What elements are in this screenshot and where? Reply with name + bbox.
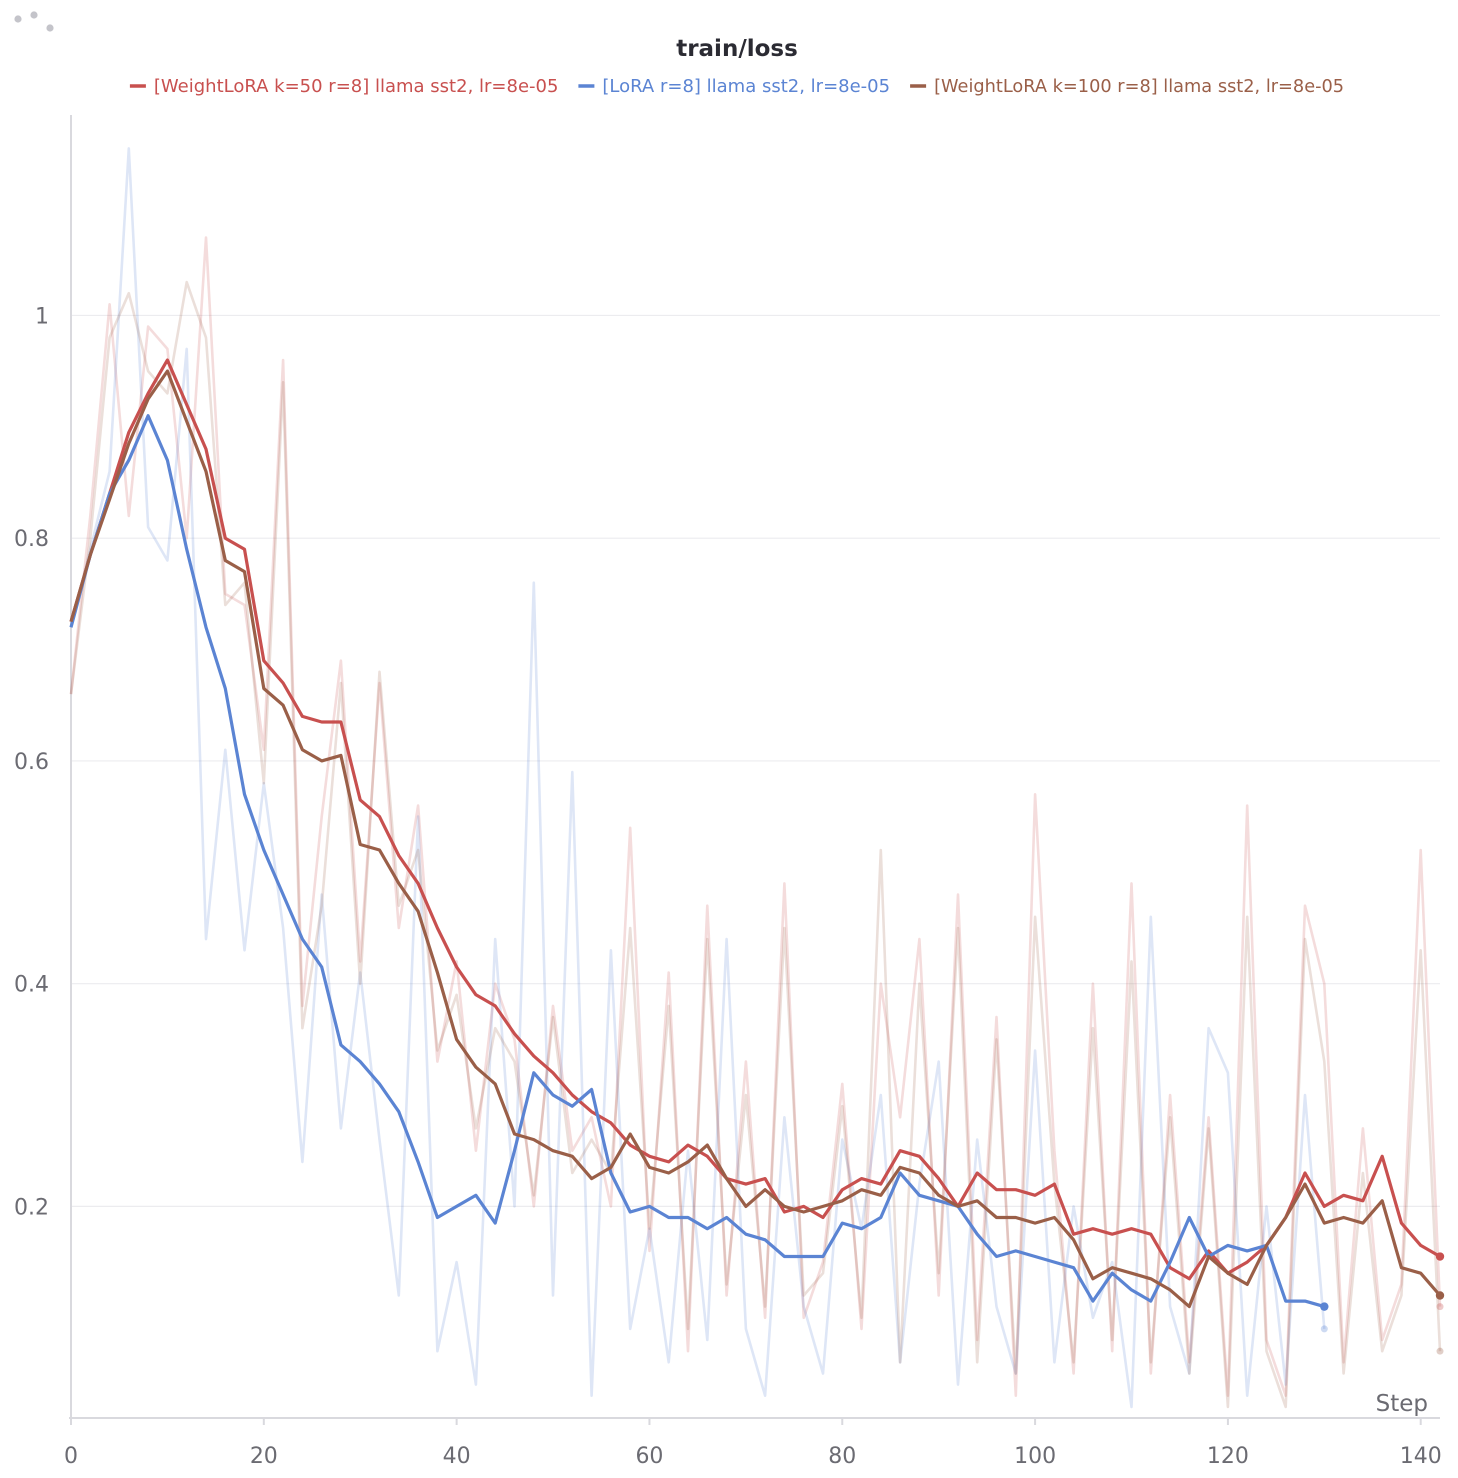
series-end-point bbox=[1435, 1291, 1445, 1300]
legend-label: [WeightLoRA k=50 r=8] llama sst2, lr=8e-… bbox=[154, 76, 559, 97]
y-tick-label: 0.6 bbox=[14, 750, 49, 775]
chart-title: train/loss bbox=[676, 36, 798, 62]
x-axis-label: Step bbox=[1376, 1391, 1428, 1417]
y-tick-label: 0.2 bbox=[14, 1195, 49, 1220]
legend-label: [WeightLoRA k=100 r=8] llama sst2, lr=8e… bbox=[934, 76, 1344, 97]
legend: [WeightLoRA k=50 r=8] llama sst2, lr=8e-… bbox=[129, 76, 1344, 97]
raw-series-end-point bbox=[1436, 1303, 1444, 1311]
x-tick-label: 20 bbox=[250, 1444, 278, 1469]
legend-item-3[interactable]: [WeightLoRA k=100 r=8] llama sst2, lr=8e… bbox=[910, 76, 1344, 97]
y-tick-label: 0.8 bbox=[14, 527, 49, 552]
y-tick-label: 0.4 bbox=[14, 973, 49, 998]
x-tick-label: 60 bbox=[635, 1444, 663, 1469]
series-end-point bbox=[1435, 1252, 1445, 1261]
x-tick-label: 100 bbox=[1014, 1444, 1056, 1469]
raw-series-end-point bbox=[1436, 1347, 1444, 1355]
tick-labels: 0.2 0.4 0.6 0.8 1 0 20 40 60 80 100 120 140 bbox=[14, 304, 1442, 1469]
raw-series-line-3 bbox=[69, 280, 1442, 1409]
legend-item-2[interactable]: [LoRA r=8] llama sst2, lr=8e-05 bbox=[578, 76, 890, 97]
raw-lines bbox=[69, 147, 1444, 1409]
legend-label: [LoRA r=8] llama sst2, lr=8e-05 bbox=[602, 76, 890, 97]
raw-series-end-point bbox=[1320, 1325, 1328, 1333]
x-tick-label: 140 bbox=[1400, 1444, 1442, 1469]
smoothed-lines bbox=[69, 358, 1445, 1311]
series-end-point bbox=[1320, 1302, 1329, 1311]
grid bbox=[71, 314, 1440, 1208]
x-tick-label: 120 bbox=[1207, 1444, 1249, 1469]
axes bbox=[69, 115, 1440, 1425]
series-line-3[interactable] bbox=[69, 369, 1442, 1309]
x-tick-label: 0 bbox=[64, 1444, 78, 1469]
raw-series-line-2 bbox=[69, 147, 1326, 1409]
x-tick-label: 80 bbox=[828, 1444, 856, 1469]
legend-item-1[interactable]: [WeightLoRA k=50 r=8] llama sst2, lr=8e-… bbox=[129, 76, 559, 97]
raw-series-line-1 bbox=[69, 236, 1442, 1397]
y-tick-label: 1 bbox=[35, 304, 49, 329]
x-tick-label: 40 bbox=[443, 1444, 471, 1469]
series-line-2[interactable] bbox=[69, 414, 1325, 1309]
ellipsis-icon[interactable] bbox=[12, 10, 58, 36]
